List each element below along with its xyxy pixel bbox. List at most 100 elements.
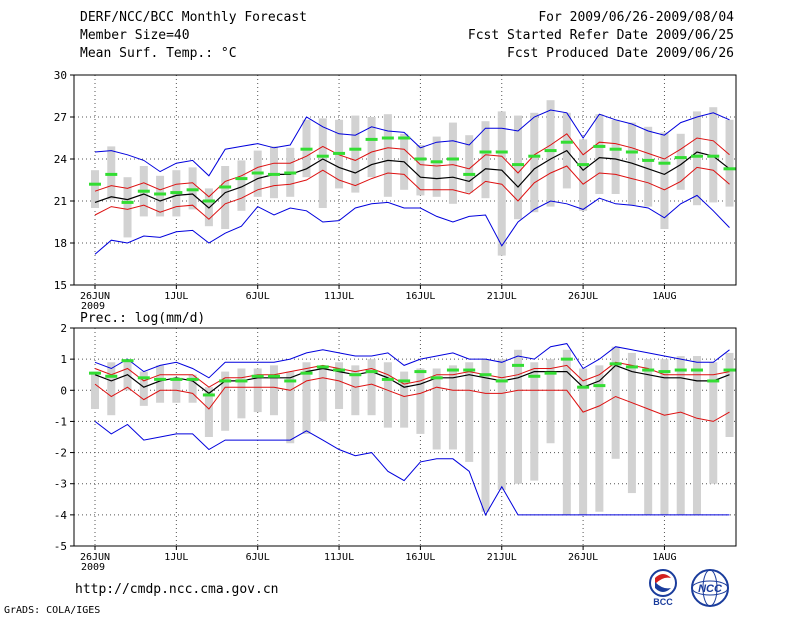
median-mark: [251, 171, 264, 175]
spread-box: [595, 365, 604, 512]
median-mark: [479, 373, 492, 377]
median-mark: [674, 368, 687, 372]
spread-box: [204, 387, 213, 437]
median-mark: [316, 365, 329, 369]
median-mark: [658, 370, 671, 374]
median-mark: [235, 379, 248, 383]
median-mark: [137, 376, 150, 380]
median-mark: [690, 154, 703, 158]
spread-box: [692, 111, 701, 206]
median-mark: [267, 374, 280, 378]
median-mark: [154, 377, 167, 381]
median-mark: [430, 160, 443, 164]
median-mark: [398, 136, 411, 140]
median-mark: [381, 377, 394, 381]
plus-std-line: [94, 361, 730, 388]
spread-box: [579, 368, 588, 515]
median-mark: [381, 136, 394, 140]
spread-box: [269, 146, 278, 199]
median-mark: [349, 147, 362, 151]
source-url[interactable]: http://cmdp.ncc.cma.gov.cn: [75, 582, 279, 597]
plot-frame: [73, 74, 737, 286]
x-tick-label: 1AUG: [652, 291, 676, 302]
y-tick-label: -4: [54, 509, 68, 522]
spread-box: [546, 359, 555, 444]
median-mark: [414, 370, 427, 374]
median-mark: [267, 172, 280, 176]
spread-box: [156, 365, 165, 403]
spread-box: [221, 166, 230, 229]
y-tick-label: 15: [54, 279, 67, 292]
spread-box: [416, 368, 425, 434]
chart-title: DERF/NCC/BCC Monthly Forecast: [80, 10, 307, 25]
median-mark: [577, 163, 590, 167]
minus-std-line: [94, 165, 730, 220]
bcc-logo: BCC: [649, 569, 677, 607]
median-mark: [544, 149, 557, 153]
spread-box: [318, 118, 327, 208]
spread-box: [107, 362, 116, 416]
median-mark: [219, 379, 232, 383]
spread-box: [416, 145, 425, 196]
x-tick-label: 16JUL: [405, 291, 435, 302]
y-tick-label: 2: [60, 322, 67, 335]
spread-box: [627, 122, 636, 206]
x-tick-label: 26JUL: [568, 291, 598, 302]
median-mark: [707, 154, 720, 158]
spread-box: [660, 132, 669, 229]
spread-box: [725, 119, 734, 207]
y-tick-label: 1: [60, 353, 67, 366]
median-mark: [642, 368, 655, 372]
spread-box: [221, 371, 230, 431]
spread-box: [611, 119, 620, 194]
spread-box: [237, 368, 246, 419]
y-tick-label: 27: [54, 111, 67, 124]
median-mark: [316, 154, 329, 158]
median-mark: [463, 172, 476, 176]
spread-box: [497, 359, 506, 490]
spread-box: [725, 352, 734, 437]
median-mark: [154, 192, 167, 196]
median-mark: [560, 357, 573, 361]
spread-box: [367, 117, 376, 178]
median-mark: [463, 368, 476, 372]
y-tick-label: -3: [54, 478, 67, 491]
spread-box: [156, 175, 165, 217]
spread-box: [367, 359, 376, 416]
spread-box: [660, 359, 669, 515]
min-line: [94, 194, 730, 255]
plot-frame: [73, 327, 737, 547]
ncc-logo-text: NCC: [698, 583, 723, 595]
median-mark: [609, 362, 622, 366]
spread-box: [448, 122, 457, 204]
spread-box: [139, 371, 148, 406]
spread-box: [692, 356, 701, 515]
median-mark: [690, 368, 703, 372]
median-mark: [512, 163, 525, 167]
median-mark: [202, 393, 215, 397]
year-label: 2009: [81, 562, 105, 573]
median-mark: [593, 144, 606, 148]
x-tick-label: 6JUL: [246, 552, 270, 563]
spread-box: [676, 133, 685, 190]
x-tick-label: 1JUL: [164, 291, 188, 302]
median-mark: [235, 177, 248, 181]
spread-box: [465, 135, 474, 193]
median-mark: [560, 140, 573, 144]
median-mark: [202, 199, 215, 203]
x-tick-label: 26JUN: [80, 552, 110, 563]
median-mark: [625, 365, 638, 369]
spread-box: [611, 346, 620, 459]
spread-box: [644, 126, 653, 207]
median-mark: [479, 150, 492, 154]
y-tick-label: 30: [54, 69, 67, 82]
median-mark: [723, 167, 736, 171]
median-mark: [365, 137, 378, 141]
spread-box: [595, 114, 604, 194]
mean-line: [94, 149, 730, 209]
spread-box: [546, 100, 555, 207]
max-line: [94, 343, 730, 379]
median-mark: [512, 363, 525, 367]
spread-box: [497, 111, 506, 256]
y-tick-label: -2: [54, 447, 67, 460]
